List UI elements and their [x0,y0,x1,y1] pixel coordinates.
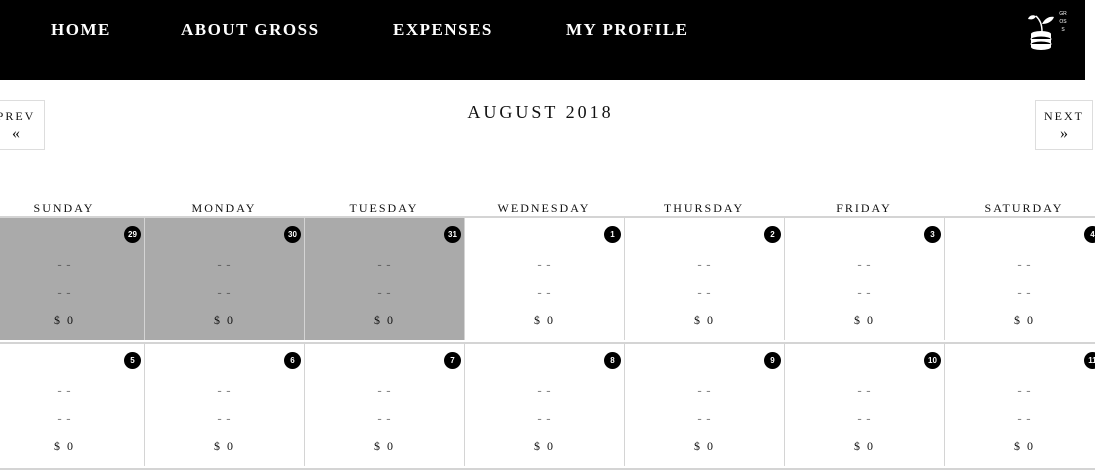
weekday-saturday: SATURDAY [984,201,1064,215]
day-number-badge: 4 [1084,226,1095,243]
day-number-badge: 6 [284,352,301,369]
day-amount: $ 0 [214,313,235,327]
weekday-friday: FRIDAY [836,201,892,215]
prev-arrow-icon: « [12,125,20,142]
day-entry-placeholder: -- [55,258,74,273]
day-entry-placeholder: -- [1015,384,1034,399]
day-amount: $ 0 [694,439,715,453]
day-cell[interactable]: 2 -- -- $ 0 [624,216,784,340]
day-number-badge: 7 [444,352,461,369]
day-entry-placeholder: -- [535,412,554,427]
day-entry-placeholder: -- [1015,286,1034,301]
day-cell[interactable]: 8 -- -- $ 0 [464,342,624,466]
day-entry-placeholder: -- [55,412,74,427]
day-number-badge: 1 [604,226,621,243]
plant-coins-icon[interactable] [1026,10,1072,56]
weekday-wednesday: WEDNESDAY [497,201,591,215]
nav-about-link[interactable]: ABOUT GROSS [181,20,320,39]
day-entry-placeholder: -- [695,412,714,427]
day-number-badge: 10 [924,352,941,369]
day-entry-placeholder: -- [1015,258,1034,273]
day-cell[interactable]: 6 -- -- $ 0 [144,342,304,466]
day-entry-placeholder: -- [535,286,554,301]
day-cell[interactable]: 31 -- -- $ 0 [304,216,464,340]
day-entry-placeholder: -- [855,258,874,273]
day-cell[interactable]: 29 -- -- $ 0 [0,216,144,340]
weekday-sunday: SUNDAY [33,201,95,215]
day-entry-placeholder: -- [855,384,874,399]
next-arrow-icon: » [1060,125,1068,142]
day-amount: $ 0 [374,313,395,327]
day-entry-placeholder: -- [55,286,74,301]
day-number-badge: 31 [444,226,461,243]
day-number-badge: 30 [284,226,301,243]
day-entry-placeholder: -- [375,258,394,273]
day-entry-placeholder: -- [855,286,874,301]
day-cell[interactable]: 5 -- -- $ 0 [0,342,144,466]
day-cell[interactable]: 10 -- -- $ 0 [784,342,944,466]
top-navbar: HOME ABOUT GROSS EXPENSES MY PROFILE GRO… [0,0,1085,80]
day-amount: $ 0 [694,313,715,327]
day-cell[interactable]: 7 -- -- $ 0 [304,342,464,466]
day-entry-placeholder: -- [375,286,394,301]
next-label: NEXT [1044,109,1084,123]
day-entry-placeholder: -- [535,258,554,273]
day-cell[interactable]: 1 -- -- $ 0 [464,216,624,340]
day-cell[interactable]: 9 -- -- $ 0 [624,342,784,466]
day-amount: $ 0 [54,313,75,327]
weekday-thursday: THURSDAY [663,201,745,215]
day-amount: $ 0 [534,439,555,453]
day-entry-placeholder: -- [1015,412,1034,427]
day-cell[interactable]: 30 -- -- $ 0 [144,216,304,340]
day-amount: $ 0 [854,439,875,453]
day-cell[interactable]: 4 -- -- $ 0 [944,216,1095,340]
day-entry-placeholder: -- [695,286,714,301]
day-number-badge: 11 [1084,352,1095,369]
day-number-badge: 5 [124,352,141,369]
day-entry-placeholder: -- [535,384,554,399]
day-entry-placeholder: -- [855,412,874,427]
day-number-badge: 29 [124,226,141,243]
day-entry-placeholder: -- [375,412,394,427]
day-amount: $ 0 [1014,313,1035,327]
day-amount: $ 0 [374,439,395,453]
prev-month-button[interactable]: PREV « [0,100,45,150]
day-cell[interactable]: 11 -- -- $ 0 [944,342,1095,466]
day-number-badge: 9 [764,352,781,369]
day-number-badge: 2 [764,226,781,243]
day-number-badge: 8 [604,352,621,369]
day-entry-placeholder: -- [695,384,714,399]
prev-label: PREV [0,109,36,123]
day-cell[interactable]: 3 -- -- $ 0 [784,216,944,340]
nav-expenses-link[interactable]: EXPENSES [393,20,493,39]
next-month-button[interactable]: NEXT » [1035,100,1093,150]
day-entry-placeholder: -- [55,384,74,399]
day-entry-placeholder: -- [375,384,394,399]
day-amount: $ 0 [1014,439,1035,453]
weekday-monday: MONDAY [191,201,257,215]
day-entry-placeholder: -- [215,258,234,273]
day-entry-placeholder: -- [695,258,714,273]
nav-home-link[interactable]: HOME [51,20,111,39]
next-week-row-edge [0,468,1095,470]
day-number-badge: 3 [924,226,941,243]
day-amount: $ 0 [54,439,75,453]
day-entry-placeholder: -- [215,286,234,301]
day-amount: $ 0 [214,439,235,453]
day-amount: $ 0 [854,313,875,327]
day-entry-placeholder: -- [215,412,234,427]
day-entry-placeholder: -- [215,384,234,399]
nav-profile-link[interactable]: MY PROFILE [566,20,689,39]
day-amount: $ 0 [534,313,555,327]
month-title: AUGUST 2018 [467,102,614,122]
weekday-tuesday: TUESDAY [349,201,419,215]
logo-wordmark: GROSS [1059,11,1067,33]
